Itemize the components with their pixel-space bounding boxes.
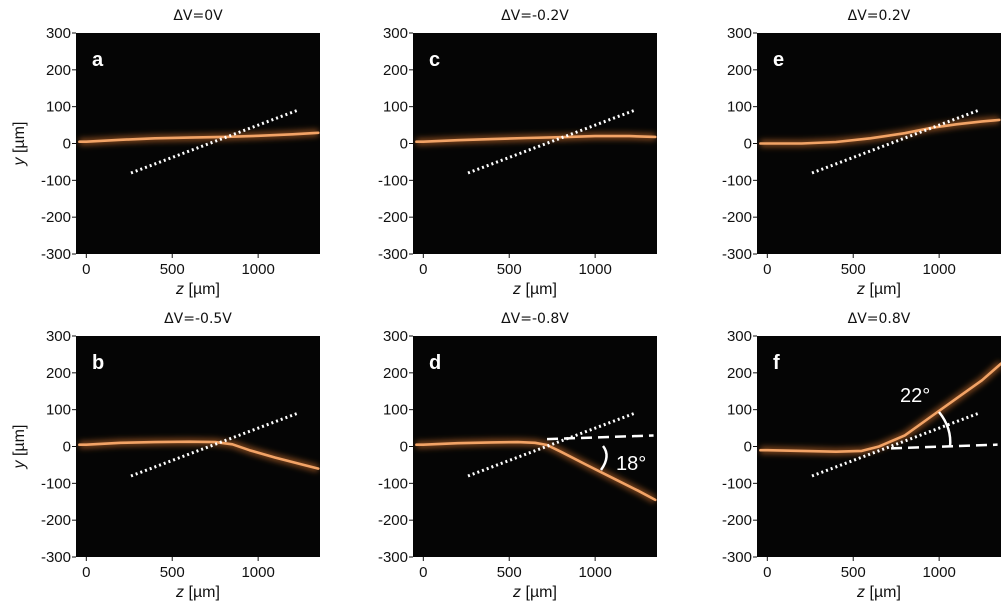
x-tick-label: 500 <box>497 564 522 581</box>
y-tick-label: 300 <box>383 25 408 42</box>
y-tick-label: -200 <box>378 209 408 226</box>
y-tick-label: 0 <box>63 439 71 456</box>
y-tick-label: 100 <box>46 99 71 116</box>
y-tick-label: -100 <box>722 172 752 189</box>
x-tick-label: 500 <box>841 564 866 581</box>
x-tick-label: 1000 <box>241 261 274 278</box>
x-axis-label-a: z [µm] <box>175 281 220 298</box>
y-tick-label: -100 <box>41 475 71 492</box>
y-tick-label: -300 <box>41 246 71 263</box>
x-tick-label: 1000 <box>241 564 274 581</box>
y-tick-label: 100 <box>383 99 408 116</box>
y-tick-label: 100 <box>46 402 71 419</box>
panel-letter-e: e <box>773 49 784 71</box>
x-tick-label: 0 <box>82 261 90 278</box>
x-tick-label: 0 <box>82 564 90 581</box>
y-tick-label: 0 <box>744 439 752 456</box>
x-tick-label: 0 <box>419 564 427 581</box>
y-axis-label-b: y [µm] <box>11 425 28 470</box>
x-tick-label: 1000 <box>578 261 611 278</box>
x-tick-label: 500 <box>160 564 185 581</box>
y-tick-label: 100 <box>727 99 752 116</box>
panel-letter-a: a <box>92 49 104 71</box>
x-axis-label-f: z [µm] <box>856 584 901 601</box>
x-axis-label-e: z [µm] <box>856 281 901 298</box>
panel-letter-b: b <box>92 352 104 374</box>
y-tick-label: -200 <box>378 512 408 529</box>
x-tick-label: 0 <box>763 261 771 278</box>
x-tick-label: 1000 <box>578 564 611 581</box>
y-tick-label: 0 <box>63 136 71 153</box>
y-tick-label: 300 <box>46 25 71 42</box>
x-axis-label-d: z [µm] <box>512 584 557 601</box>
y-tick-label: -200 <box>41 209 71 226</box>
y-tick-label: 200 <box>46 365 71 382</box>
y-tick-label: 200 <box>727 365 752 382</box>
y-tick-label: 200 <box>46 62 71 79</box>
y-tick-label: -200 <box>41 512 71 529</box>
angle-label-f: 22° <box>900 385 930 407</box>
y-tick-label: 300 <box>383 328 408 345</box>
y-tick-label: -300 <box>722 549 752 566</box>
y-tick-label: -100 <box>378 475 408 492</box>
x-tick-label: 500 <box>497 261 522 278</box>
y-tick-label: -100 <box>378 172 408 189</box>
y-tick-label: 0 <box>400 136 408 153</box>
y-tick-label: -100 <box>41 172 71 189</box>
panel-letter-c: c <box>429 49 440 71</box>
x-axis-label-b: z [µm] <box>175 584 220 601</box>
panel-title-d: ΔV=-0.8V <box>501 311 569 327</box>
panel-title-e: ΔV=0.2V <box>848 8 911 24</box>
panel-title-f: ΔV=0.8V <box>848 311 911 327</box>
x-axis-label-c: z [µm] <box>512 281 557 298</box>
y-tick-label: -200 <box>722 209 752 226</box>
y-tick-label: 200 <box>727 62 752 79</box>
x-tick-label: 0 <box>419 261 427 278</box>
angle-label-d: 18° <box>616 453 646 475</box>
y-tick-label: 200 <box>383 62 408 79</box>
panel-letter-d: d <box>429 352 441 374</box>
x-tick-label: 500 <box>160 261 185 278</box>
y-tick-label: 100 <box>383 402 408 419</box>
panel-title-a: ΔV=0V <box>173 8 223 24</box>
y-tick-label: 200 <box>383 365 408 382</box>
y-tick-label: -100 <box>722 475 752 492</box>
y-tick-label: -300 <box>378 246 408 263</box>
y-tick-label: 100 <box>727 402 752 419</box>
y-axis-label-a: y [µm] <box>11 122 28 167</box>
y-tick-label: 0 <box>400 439 408 456</box>
x-tick-label: 1000 <box>922 261 955 278</box>
y-tick-label: -300 <box>378 549 408 566</box>
y-tick-label: 0 <box>744 136 752 153</box>
x-tick-label: 0 <box>763 564 771 581</box>
panel-title-c: ΔV=-0.2V <box>501 8 569 24</box>
x-tick-label: 1000 <box>922 564 955 581</box>
y-tick-label: 300 <box>727 25 752 42</box>
y-tick-label: -300 <box>722 246 752 263</box>
panel-letter-f: f <box>773 352 780 374</box>
y-tick-label: 300 <box>727 328 752 345</box>
y-tick-label: -200 <box>722 512 752 529</box>
panel-title-b: ΔV=-0.5V <box>164 311 232 327</box>
y-tick-label: -300 <box>41 549 71 566</box>
y-tick-label: 300 <box>46 328 71 345</box>
x-tick-label: 500 <box>841 261 866 278</box>
